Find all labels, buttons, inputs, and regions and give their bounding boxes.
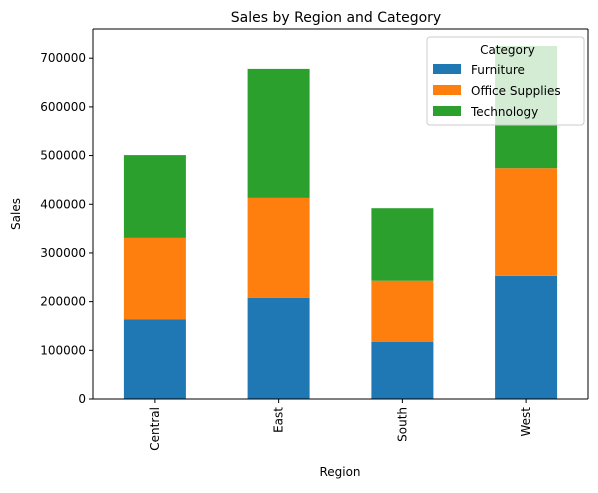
x-tick-label-east: East — [272, 407, 286, 433]
bar-central-furniture — [123, 319, 186, 399]
bar-south-furniture — [371, 342, 434, 399]
bar-east-furniture — [247, 297, 310, 399]
legend-label-technology: Technology — [470, 105, 538, 119]
legend: Category Furniture Office Supplies Technolo… — [426, 36, 585, 126]
legend-label-furniture: Furniture — [471, 63, 525, 77]
legend-swatch-office-supplies — [433, 85, 461, 95]
bar-central-office-supplies — [123, 237, 186, 320]
bar-west-furniture — [495, 275, 558, 399]
bar-south-technology — [371, 208, 434, 281]
bar-west-office-supplies — [495, 168, 558, 276]
legend-swatch-technology — [433, 106, 461, 116]
bar-central-technology — [123, 155, 186, 238]
legend-swatch-furniture — [433, 64, 461, 74]
bar-south-office-supplies — [371, 280, 434, 342]
chart-title: Sales by Region and Category — [231, 10, 441, 26]
x-axis-label: Region — [319, 465, 360, 479]
legend-box — [426, 36, 585, 126]
legend-label-office-supplies: Office Supplies — [471, 84, 561, 98]
y-tick-label: 700000 — [40, 51, 86, 65]
y-tick-label: 100000 — [40, 343, 86, 357]
x-tick-label-central: Central — [148, 407, 162, 451]
y-tick-label: 600000 — [40, 100, 86, 114]
y-tick-label: 300000 — [40, 246, 86, 260]
plot-area: 0 100000 200000 300000 400000 500000 600000 700… — [40, 28, 589, 451]
x-tick-label-west: West — [519, 407, 533, 437]
bar-east-office-supplies — [247, 197, 310, 298]
y-tick-label: 400000 — [40, 197, 86, 211]
bar-east-technology — [247, 68, 310, 198]
legend-title: Category — [480, 43, 535, 57]
x-tick-label-south: South — [395, 407, 409, 442]
y-tick-label: 200000 — [40, 295, 86, 309]
y-tick-label: 0 — [78, 392, 86, 406]
y-axis-label: Sales — [9, 198, 23, 230]
y-tick-label: 500000 — [40, 149, 86, 163]
